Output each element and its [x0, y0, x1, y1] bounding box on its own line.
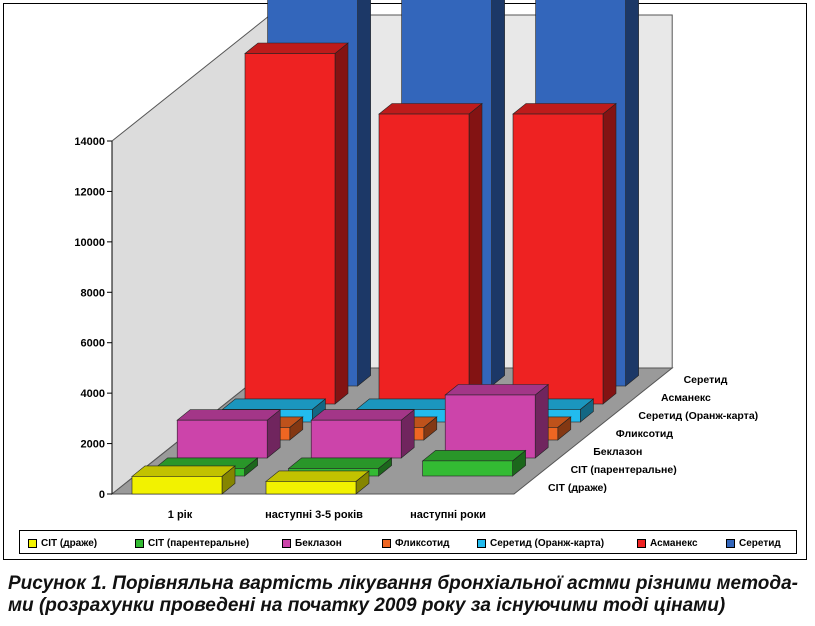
- legend-item: Серетид: [726, 536, 781, 550]
- chart-plot: 0 2000 4000 6000 8000 10000 12000 14000 1 рік нас…: [74, 0, 758, 521]
- bar-top: [421, 450, 527, 462]
- legend-swatch: [282, 538, 291, 548]
- bar-top: [265, 470, 370, 482]
- bar-side: [334, 42, 349, 405]
- bar: [444, 394, 536, 459]
- bar-top: [176, 409, 282, 421]
- x-category-label: 1 рік: [168, 509, 193, 521]
- depth-axis-label: Фликсотид: [616, 428, 674, 440]
- bar-top: [378, 103, 483, 115]
- y-tick-label: 0: [99, 489, 105, 501]
- figure-caption: Рисунок 1. Порівняльна вартість лікуванн…: [8, 573, 808, 617]
- bar-top: [355, 398, 461, 410]
- legend-item: СІТ (парентеральне): [135, 536, 249, 550]
- depth-axis-label: Беклазон: [593, 446, 642, 458]
- bar-top: [244, 42, 349, 54]
- bar-top: [310, 409, 416, 421]
- legend-swatch: [135, 538, 144, 548]
- legend-swatch: [477, 538, 486, 548]
- bar-side: [468, 102, 483, 405]
- bar: [378, 113, 470, 405]
- chart-legend: СІТ (драже) СІТ (парентеральне) Беклазон Фл…: [19, 530, 797, 554]
- legend-swatch: [726, 538, 735, 548]
- x-category-label: наступні роки: [410, 509, 486, 521]
- caption-line-2: ми (розрахунки проведені на початку 2009…: [8, 595, 726, 616]
- legend-label: Беклазон: [295, 537, 342, 549]
- legend-item: Фликсотид: [382, 536, 449, 550]
- bar: [265, 481, 357, 495]
- legend-item: СІТ (драже): [28, 536, 97, 550]
- caption-line-1: Рисунок 1. Порівняльна вартість лікуванн…: [8, 573, 798, 594]
- legend-label: Серетид: [739, 537, 781, 549]
- legend-item: Серетид (Оранж-карта): [477, 536, 604, 550]
- bar-top: [287, 457, 393, 469]
- bar-side: [357, 0, 371, 387]
- bar: [131, 476, 223, 495]
- x-category-label: наступні 3-5 років: [265, 509, 363, 521]
- legend-label: Серетид (Оранж-карта): [490, 537, 605, 549]
- legend-label: СІТ (драже): [41, 537, 98, 549]
- legend-item: Асманекс: [637, 536, 698, 550]
- legend-swatch: [28, 538, 37, 548]
- bar-side: [534, 383, 549, 459]
- legend-swatch: [637, 538, 646, 548]
- y-tick-label: 10000: [74, 237, 105, 249]
- y-tick-label: 2000: [81, 439, 105, 451]
- y-tick-label: 14000: [74, 136, 105, 148]
- bar-side: [625, 0, 639, 387]
- bar: [176, 419, 268, 459]
- y-tick-label: 8000: [81, 287, 105, 299]
- legend-swatch: [382, 538, 391, 548]
- y-tick-label: 4000: [81, 388, 105, 400]
- bar-top: [221, 398, 327, 410]
- bar: [512, 113, 604, 405]
- bar: [310, 419, 402, 459]
- bar-top: [444, 384, 550, 396]
- legend-label: СІТ (парентеральне): [148, 537, 250, 549]
- bar-side: [491, 0, 505, 387]
- legend-label: Асманекс: [650, 537, 698, 549]
- y-tick-label: 6000: [81, 338, 105, 350]
- bar-side: [602, 102, 617, 405]
- y-tick-label: 12000: [74, 186, 105, 198]
- bar: [244, 53, 336, 405]
- bar-top: [512, 103, 617, 115]
- legend-item: Беклазон: [282, 536, 342, 550]
- depth-axis-label: СІТ (драже): [548, 482, 607, 494]
- depth-axis-label: СІТ (парентеральне): [571, 464, 677, 476]
- depth-axis-label: Серетид (Оранж-карта): [638, 410, 758, 422]
- bar-top: [131, 465, 236, 477]
- depth-axis-label: Асманекс: [661, 392, 711, 404]
- depth-axis-label: Серетид: [684, 374, 728, 386]
- legend-label: Фликсотид: [395, 537, 450, 549]
- bar: [422, 460, 513, 477]
